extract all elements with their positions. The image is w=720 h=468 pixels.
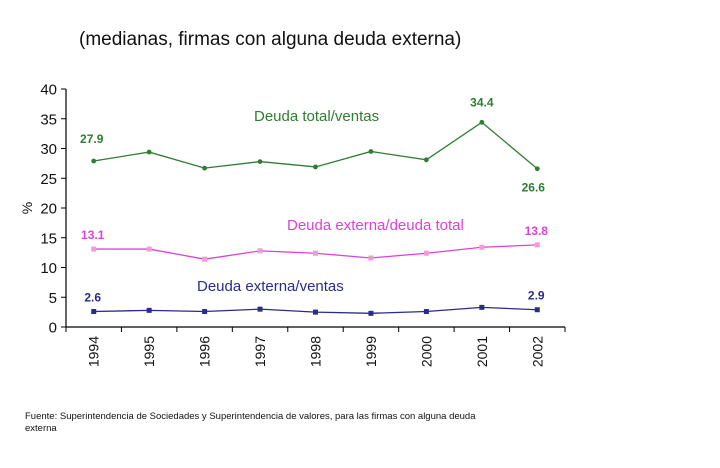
y-tick-label: 5 bbox=[49, 290, 57, 307]
x-tick-label: 1997 bbox=[252, 336, 268, 367]
data-point bbox=[146, 149, 152, 155]
data-point bbox=[423, 250, 429, 256]
data-point bbox=[202, 256, 208, 262]
y-axis-label: % bbox=[19, 202, 35, 214]
data-point bbox=[202, 309, 208, 315]
data-label: 27.9 bbox=[80, 132, 104, 146]
data-point bbox=[534, 307, 540, 313]
x-tick-label: 1999 bbox=[363, 336, 379, 367]
data-point bbox=[313, 309, 318, 315]
data-point bbox=[313, 164, 318, 170]
data-point bbox=[257, 306, 263, 312]
x-tick-label: 1994 bbox=[86, 336, 102, 367]
x-tick-label: 1996 bbox=[197, 336, 213, 367]
chart-subtitle: (medianas, firmas con alguna deuda exter… bbox=[79, 29, 462, 50]
x-tick-label: 2002 bbox=[529, 336, 545, 367]
data-label: 13.1 bbox=[81, 228, 105, 242]
data-label: 2.9 bbox=[528, 289, 545, 303]
data-point bbox=[534, 242, 540, 248]
data-point bbox=[257, 159, 263, 164]
y-tick-labels: 0 5 10 15 20 25 30 35 40 bbox=[40, 82, 57, 337]
data-point bbox=[202, 165, 208, 171]
data-point bbox=[423, 309, 429, 315]
axes bbox=[61, 88, 566, 332]
data-point bbox=[368, 255, 374, 261]
data-point bbox=[146, 246, 152, 252]
data-point bbox=[479, 244, 485, 250]
y-tick-label: 10 bbox=[40, 260, 57, 277]
x-tick-label: 1998 bbox=[308, 336, 324, 367]
source-note: Fuente: Superintendencia de Sociedades y… bbox=[25, 411, 476, 434]
data-point bbox=[146, 307, 152, 313]
data-point bbox=[423, 157, 429, 163]
x-tick-label: 1995 bbox=[141, 336, 157, 367]
y-tick-label: 20 bbox=[40, 201, 57, 218]
x-tick-labels: 1994 1995 1996 1997 1998 1999 2000 2001 2002 bbox=[86, 336, 546, 367]
series-name-label: Deuda externa/ventas bbox=[197, 278, 344, 295]
data-point bbox=[479, 119, 485, 125]
y-tick-label: 35 bbox=[40, 111, 57, 128]
data-point bbox=[368, 310, 374, 316]
y-tick-label: 25 bbox=[40, 171, 57, 188]
series-name-labels: Deuda total/ventas Deuda externa/deuda to… bbox=[197, 108, 464, 295]
y-tick-label: 15 bbox=[40, 230, 57, 247]
data-point bbox=[368, 149, 374, 154]
series-deuda-externa-deuda-total: 13.1 13.8 bbox=[81, 224, 548, 262]
y-tick-label: 40 bbox=[40, 82, 57, 99]
series-name-label: Deuda total/ventas bbox=[254, 108, 379, 125]
data-label: 26.6 bbox=[522, 181, 546, 195]
data-point bbox=[313, 250, 318, 256]
x-tick-label: 2000 bbox=[418, 336, 434, 367]
data-point bbox=[479, 304, 485, 310]
data-point bbox=[534, 166, 540, 172]
data-point bbox=[91, 309, 97, 315]
series-deuda-externa-ventas: 2.6 2.9 bbox=[84, 289, 545, 316]
series-layer: 27.9 34.4 26.6 13.1 13.8 2.6 2.9 bbox=[80, 95, 548, 316]
series-name-label: Deuda externa/deuda total bbox=[287, 217, 464, 234]
y-tick-label: 0 bbox=[49, 320, 57, 337]
x-tick-label: 2001 bbox=[474, 336, 490, 367]
data-label: 13.8 bbox=[525, 224, 549, 238]
series-deuda-total-ventas: 27.9 34.4 26.6 bbox=[80, 95, 545, 194]
data-point bbox=[257, 248, 263, 254]
series-line bbox=[93, 121, 538, 170]
data-point bbox=[91, 158, 97, 164]
y-tick-label: 30 bbox=[40, 141, 57, 158]
data-label: 34.4 bbox=[470, 95, 494, 109]
data-label: 2.6 bbox=[84, 291, 101, 305]
data-point bbox=[91, 246, 97, 252]
